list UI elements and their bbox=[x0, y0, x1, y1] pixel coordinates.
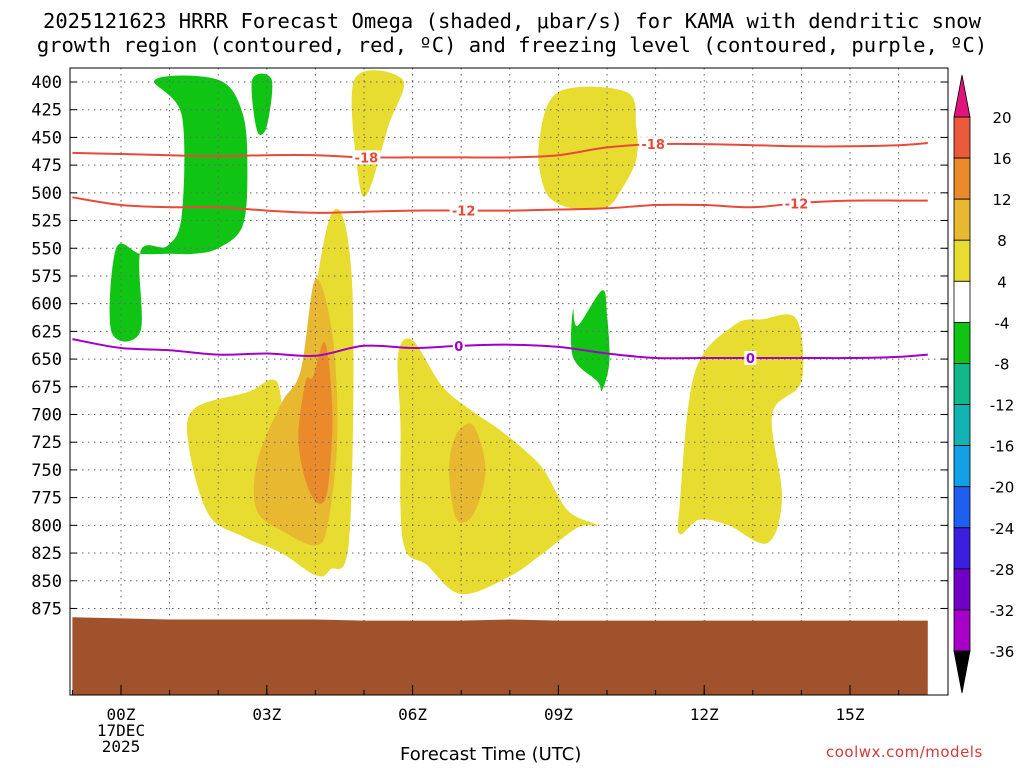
y-tick-label: 475 bbox=[31, 156, 62, 176]
x-tick-label: 09Z bbox=[544, 705, 573, 724]
contour-label-bg bbox=[744, 350, 757, 365]
contour-line-0 bbox=[72, 338, 928, 360]
colorbar-segment bbox=[953, 116, 971, 159]
y-tick-label: 775 bbox=[31, 489, 62, 509]
contour-label-0: 0 bbox=[746, 352, 755, 367]
contour-label--18: -18 bbox=[355, 151, 379, 166]
colorbar-label: -32 bbox=[990, 602, 1015, 620]
y-tick-label: 750 bbox=[31, 461, 62, 481]
x-tick-label: 03Z bbox=[252, 705, 281, 724]
contour-label--12: -12 bbox=[785, 197, 809, 212]
y-tick-label: 625 bbox=[31, 322, 62, 342]
colorbar-label: 12 bbox=[992, 191, 1011, 209]
colorbar-segment bbox=[953, 280, 971, 323]
colorbar-segment bbox=[953, 239, 971, 282]
colorbar-segment bbox=[953, 363, 971, 405]
y-tick-label: 675 bbox=[31, 378, 62, 398]
colorbar-label: -36 bbox=[990, 643, 1015, 661]
omega-shade-4-to-8 bbox=[677, 314, 804, 544]
chart-title-line-1: 2025121623 HRRR Forecast Omega (shaded, … bbox=[43, 9, 981, 33]
colorbar-label: -8 bbox=[995, 355, 1010, 373]
colorbar-segment bbox=[953, 404, 971, 447]
terrain-ground bbox=[72, 617, 928, 695]
colorbar-label: -20 bbox=[990, 479, 1015, 497]
colorbar-label: 16 bbox=[992, 150, 1011, 168]
omega-shade--8-to--4 bbox=[570, 290, 610, 391]
colorbar-label: -24 bbox=[990, 520, 1015, 538]
omega-shade-4-to-8 bbox=[397, 338, 598, 595]
colorbar-label: 8 bbox=[997, 232, 1007, 250]
y-tick-label: 450 bbox=[31, 128, 62, 148]
contour-label--18: -18 bbox=[641, 138, 665, 153]
colorbar-label: -28 bbox=[990, 561, 1015, 579]
x-tick-label: 00Z bbox=[107, 705, 136, 724]
omega-shade-4-to-8 bbox=[351, 70, 405, 197]
omega-shade--8-to--4 bbox=[109, 75, 248, 342]
y-tick-label: 425 bbox=[31, 101, 62, 121]
colorbar-label: -4 bbox=[995, 314, 1010, 332]
x-tick-sublabel: 17DEC bbox=[97, 721, 145, 740]
colorbar-segment bbox=[953, 157, 971, 200]
contour-line--18 bbox=[72, 142, 928, 159]
colorbar-segment bbox=[953, 527, 971, 570]
y-tick-label: 650 bbox=[31, 350, 62, 370]
colorbar-segment bbox=[953, 486, 971, 529]
colorbar-label: 4 bbox=[997, 273, 1007, 291]
contour-label-bg bbox=[782, 196, 811, 211]
x-axis-title: Forecast Time (UTC) bbox=[400, 744, 582, 765]
colorbar-max-arrow bbox=[953, 74, 971, 118]
y-tick-label: 525 bbox=[31, 212, 62, 232]
omega-shade--8-to--4 bbox=[251, 73, 273, 136]
omega-shade-8-to-12 bbox=[449, 423, 486, 523]
colorbar-label: 20 bbox=[992, 109, 1011, 127]
colorbar-segment bbox=[953, 321, 971, 364]
y-tick-label: 575 bbox=[31, 267, 62, 287]
chart-title-line-2: growth region (contoured, red, ºC) and f… bbox=[36, 33, 988, 57]
colorbar-segment bbox=[953, 609, 971, 652]
credit-link[interactable]: coolwx.com/models bbox=[826, 743, 983, 761]
y-tick-label: 850 bbox=[31, 572, 62, 592]
colorbar-segment bbox=[953, 445, 971, 488]
colorbar-label: -16 bbox=[990, 438, 1015, 456]
y-tick-label: 800 bbox=[31, 516, 62, 536]
contour-label-bg bbox=[452, 338, 465, 353]
y-tick-label: 600 bbox=[31, 295, 62, 315]
contour-label-bg bbox=[352, 150, 381, 165]
x-tick-label: 12Z bbox=[690, 705, 719, 724]
y-tick-label: 725 bbox=[31, 433, 62, 453]
contour-label-0: 0 bbox=[454, 340, 463, 355]
x-tick-label: 15Z bbox=[836, 705, 865, 724]
colorbar-min-arrow bbox=[953, 650, 971, 694]
x-tick-sublabel: 2025 bbox=[102, 737, 141, 756]
plot-frame bbox=[69, 67, 949, 696]
y-tick-label: 400 bbox=[31, 73, 62, 93]
contour-label-bg bbox=[449, 203, 478, 218]
colorbar-segment bbox=[953, 198, 971, 241]
colorbar-label: -12 bbox=[990, 397, 1015, 415]
x-tick-label: 06Z bbox=[398, 705, 427, 724]
y-tick-label: 550 bbox=[31, 239, 62, 259]
y-tick-label: 500 bbox=[31, 184, 62, 204]
y-tick-label: 825 bbox=[31, 544, 62, 564]
y-tick-label: 875 bbox=[31, 599, 62, 619]
omega-shade-4-to-8 bbox=[538, 86, 638, 210]
y-tick-label: 700 bbox=[31, 406, 62, 426]
contour-label--12: -12 bbox=[452, 205, 476, 220]
colorbar-segment bbox=[953, 568, 971, 611]
contour-label-bg bbox=[639, 137, 668, 152]
